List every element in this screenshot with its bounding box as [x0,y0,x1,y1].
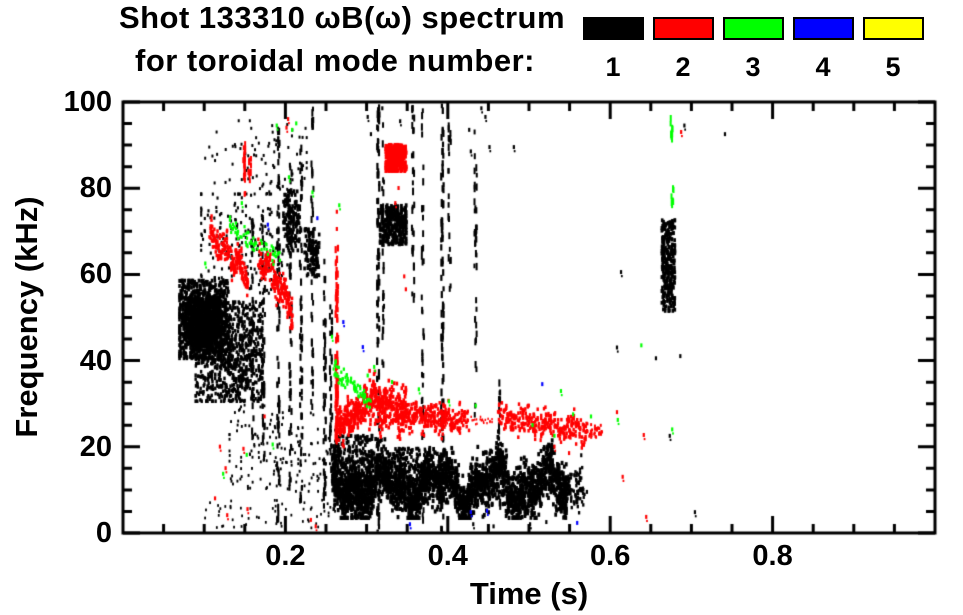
legend-label-5: 5 [885,52,901,82]
x-tick-label: 0.4 [427,540,468,572]
y-tick-label: 60 [79,258,112,291]
y-tick-label: 100 [63,86,112,118]
legend-label-3: 3 [745,52,761,82]
legend-label-4: 4 [815,52,831,82]
y-tick-label: 20 [79,430,112,463]
legend-label-1: 1 [605,52,621,82]
x-tick-label: 0.2 [265,540,306,572]
legend-swatch-4 [793,17,854,40]
legend-label-2: 2 [675,52,691,82]
y-tick-label: 80 [79,172,112,205]
legend-swatch-1 [583,17,644,40]
x-tick-label: 0.8 [752,540,793,572]
y-tick-label: 40 [79,344,112,377]
x-axis-title: Time (s) [469,576,589,611]
chart-title: Shot 133310 ωB(ω) spectrum [118,0,566,35]
legend-swatch-2 [653,17,714,40]
y-tick-label: 0 [95,517,112,549]
legend-swatch-5 [863,17,924,40]
chart-subtitle: for toroidal mode number: [135,43,535,78]
y-axis-title: Frequency (kHz) [9,196,44,438]
x-tick-label: 0.6 [590,540,631,572]
legend-swatch-3 [723,17,784,40]
